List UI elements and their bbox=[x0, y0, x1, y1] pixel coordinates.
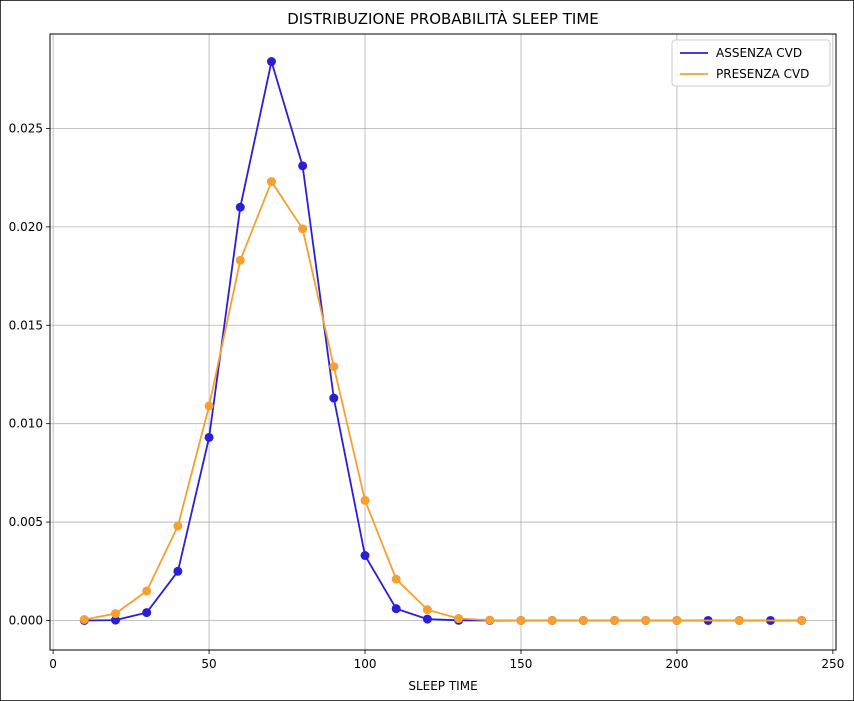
data-point bbox=[391, 604, 401, 614]
x-tick-label: 150 bbox=[510, 657, 533, 671]
data-point bbox=[485, 615, 495, 625]
data-point bbox=[360, 551, 370, 561]
data-point bbox=[111, 609, 120, 619]
data-point bbox=[111, 615, 120, 625]
data-point bbox=[516, 615, 526, 625]
x-tick-label: 100 bbox=[354, 657, 377, 671]
data-point bbox=[235, 202, 245, 212]
data-point bbox=[391, 574, 401, 584]
data-point bbox=[173, 521, 183, 531]
data-point bbox=[547, 615, 557, 625]
data-point bbox=[422, 614, 432, 624]
data-point bbox=[298, 224, 308, 234]
y-tick-label: 0.005 bbox=[9, 515, 43, 529]
grid bbox=[50, 34, 836, 650]
data-point bbox=[173, 566, 183, 576]
y-tick-label: 0.000 bbox=[9, 613, 43, 627]
data-point bbox=[235, 255, 245, 265]
legend-box bbox=[671, 39, 831, 87]
x-tick-label: 250 bbox=[821, 657, 844, 671]
y-tick-label: 0.010 bbox=[9, 417, 43, 431]
x-axis-label: SLEEP TIME bbox=[408, 679, 477, 693]
chart-title: DISTRIBUZIONE PROBABILITÀ SLEEP TIME bbox=[287, 9, 598, 28]
data-point bbox=[204, 401, 214, 411]
x-tick-label: 50 bbox=[201, 657, 216, 671]
data-point bbox=[360, 495, 370, 505]
data-point bbox=[79, 614, 89, 624]
series-layer bbox=[79, 57, 807, 625]
data-point bbox=[422, 605, 432, 615]
data-point bbox=[142, 608, 152, 618]
data-point bbox=[641, 615, 651, 625]
data-point bbox=[266, 57, 276, 67]
y-tick-label: 0.025 bbox=[9, 121, 43, 135]
series-line bbox=[84, 179, 802, 622]
data-point bbox=[610, 615, 620, 625]
data-point bbox=[797, 615, 807, 625]
data-point bbox=[672, 615, 682, 625]
data-point bbox=[578, 615, 588, 625]
series-2 bbox=[79, 177, 807, 625]
y-tick-label: 0.015 bbox=[9, 318, 43, 332]
axis-ticks: 0 50 100 150 200 250 0.000 0.005 0.010 0.015 0.020… bbox=[9, 121, 845, 671]
legend-entry: PRESENZA CVD bbox=[716, 67, 809, 81]
data-point bbox=[734, 615, 744, 625]
data-point bbox=[329, 393, 339, 403]
plot-area bbox=[49, 33, 837, 651]
legend-entry: ASSENZA CVD bbox=[716, 46, 802, 60]
x-tick-label: 0 bbox=[49, 657, 57, 671]
data-point bbox=[298, 161, 308, 171]
y-tick-label: 0.020 bbox=[9, 220, 43, 234]
data-point bbox=[266, 177, 276, 187]
data-point bbox=[142, 586, 152, 596]
x-tick-label: 200 bbox=[665, 657, 688, 671]
data-point bbox=[329, 362, 339, 372]
data-point bbox=[204, 432, 214, 442]
legend: ASSENZA CVD PRESENZA CVD bbox=[671, 39, 831, 87]
data-point bbox=[454, 614, 464, 624]
